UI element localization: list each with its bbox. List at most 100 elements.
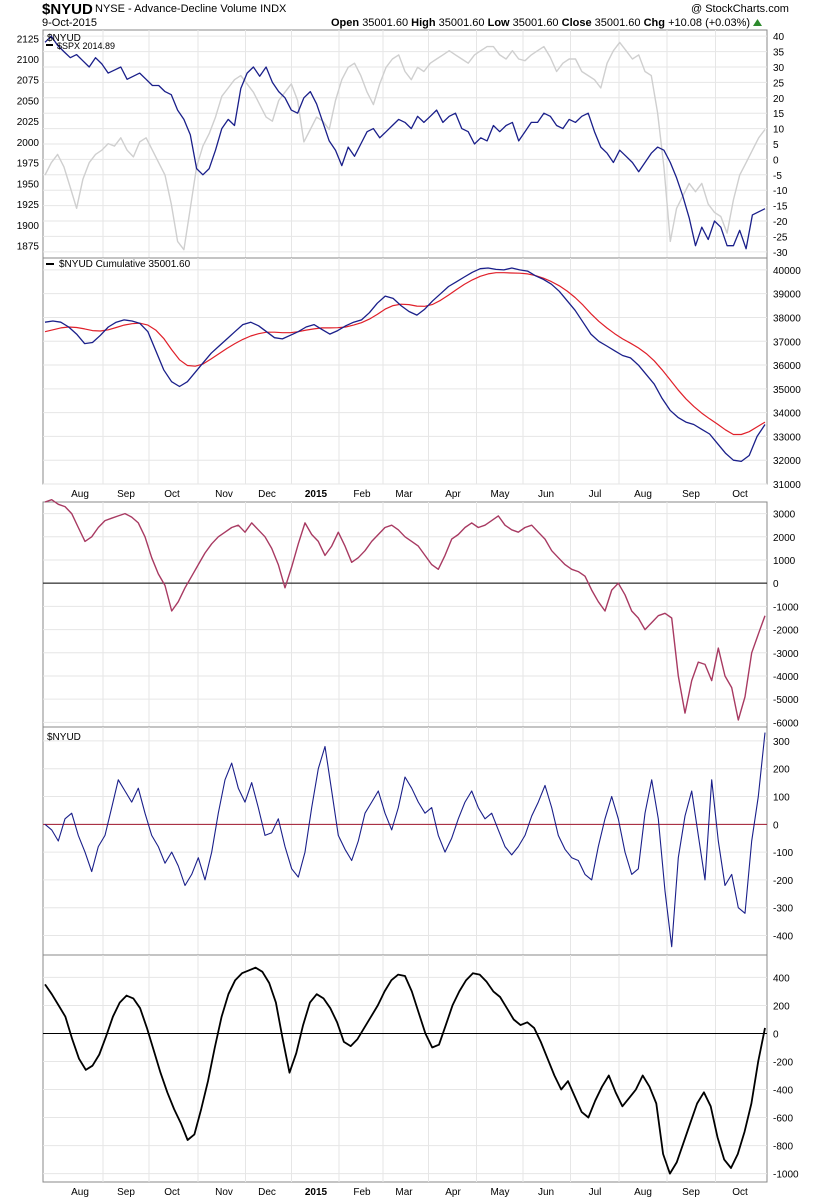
y-tick-label: 300: [773, 737, 790, 748]
panel-frame: [42, 726, 768, 956]
y-tick-label: 40000: [773, 266, 801, 277]
x-tick-label: Oct: [732, 1187, 748, 1198]
open-value: 35001.60: [362, 17, 409, 29]
y-tick-label: -1000: [773, 1170, 799, 1181]
quote-summary: Open 35001.60 High 35001.60 Low 35001.60…: [331, 17, 763, 29]
moving-average-line: [44, 272, 766, 436]
nyud-line: [44, 35, 766, 250]
y-left-tick-label: 2100: [17, 55, 40, 66]
y-tick-label: 25: [773, 78, 785, 89]
x-tick-label: Nov: [215, 1187, 233, 1198]
y-left-tick-label: 1950: [17, 179, 40, 190]
y-tick-label: 100: [773, 793, 790, 804]
x-tick-label: May: [491, 489, 510, 500]
y-tick-label: 34000: [773, 409, 801, 420]
y-tick-label: -2000: [773, 626, 799, 637]
y-tick-label: -1000: [773, 602, 799, 613]
x-tick-label: Dec: [258, 1187, 276, 1198]
x-tick-label: Sep: [682, 1187, 700, 1198]
x-tick-label: Oct: [732, 489, 748, 500]
y-tick-label: -200: [773, 1057, 793, 1068]
symbol-title: $NYUD: [42, 1, 93, 18]
y-tick-label: 32000: [773, 456, 801, 467]
y-tick-label: 1000: [773, 556, 796, 567]
x-tick-label: Jun: [538, 489, 554, 500]
close-value: 35001.60: [594, 17, 641, 29]
low-label: Low: [487, 17, 510, 29]
legend-cumulative-swatch: [46, 263, 54, 265]
y-tick-label: 200: [773, 1001, 790, 1012]
y-tick-label: 0: [773, 579, 779, 590]
y-tick-label: 36000: [773, 361, 801, 372]
y-tick-label: 37000: [773, 337, 801, 348]
y-tick-label: 10: [773, 125, 785, 136]
x-tick-label: Aug: [71, 489, 89, 500]
y-left-tick-label: 1875: [17, 242, 40, 253]
legend-spx-swatch: [46, 44, 53, 46]
y-left-tick-label: 2050: [17, 96, 40, 107]
smoothed-line: [44, 966, 766, 1175]
y-tick-label: 0: [773, 820, 779, 831]
y-left-tick-label: 1925: [17, 200, 40, 211]
x-tick-label: May: [491, 1187, 510, 1198]
spx-line: [44, 41, 766, 251]
y-left-tick-label: 2075: [17, 76, 40, 87]
index-description: NYSE - Advance-Decline Volume INDX: [95, 3, 287, 15]
x-tick-label: Oct: [164, 1187, 180, 1198]
y-tick-label: 15: [773, 109, 785, 120]
y-left-tick-label: 2025: [17, 117, 40, 128]
x-tick-label: Jun: [538, 1187, 554, 1198]
y-tick-label: -600: [773, 1114, 793, 1125]
x-tick-label: Jul: [589, 489, 602, 500]
y-tick-label: 40: [773, 32, 785, 43]
y-tick-label: 0: [773, 1029, 779, 1040]
y-left-tick-label: 1900: [17, 221, 40, 232]
x-tick-label: Mar: [395, 1187, 413, 1198]
y-tick-label: 35000: [773, 385, 801, 396]
x-tick-label: Jul: [589, 1187, 602, 1198]
y-tick-label: -5: [773, 171, 782, 182]
close-label: Close: [561, 17, 592, 29]
y-tick-label: 31000: [773, 480, 801, 491]
triangle-up-icon: [753, 19, 763, 26]
x-tick-label: Dec: [258, 489, 276, 500]
y-tick-label: -400: [773, 932, 793, 943]
x-tick-label: Feb: [353, 489, 371, 500]
stockcharts-credit[interactable]: @ StockCharts.com: [691, 3, 789, 15]
y-tick-label: -20: [773, 217, 788, 228]
panel-frame: [42, 954, 768, 1183]
y-left-tick-label: 1975: [17, 159, 40, 170]
y-tick-label: 35: [773, 48, 785, 59]
y-tick-label: -4000: [773, 672, 799, 683]
x-tick-label: Apr: [445, 489, 461, 500]
y-left-tick-label: 2125: [17, 34, 40, 45]
open-label: Open: [331, 17, 360, 29]
legend-spx: $SPX 2014.89: [57, 41, 115, 51]
y-tick-label: -25: [773, 232, 788, 243]
momentum-line: [44, 499, 766, 721]
x-tick-label: 2015: [305, 1187, 328, 1198]
y-tick-label: -400: [773, 1086, 793, 1097]
y-tick-label: -30: [773, 248, 788, 259]
chart-header: $NYUD NYSE - Advance-Decline Volume INDX…: [0, 0, 820, 32]
x-tick-label: Aug: [634, 1187, 652, 1198]
y-tick-label: -300: [773, 904, 793, 915]
x-tick-label: Aug: [634, 489, 652, 500]
x-tick-label: Mar: [395, 489, 413, 500]
y-tick-label: 30: [773, 63, 785, 74]
chart-date: 9-Oct-2015: [42, 17, 98, 29]
high-label: High: [411, 17, 436, 29]
x-tick-label: Apr: [445, 1187, 461, 1198]
x-tick-label: Nov: [215, 489, 233, 500]
x-tick-label: Sep: [117, 1187, 135, 1198]
y-tick-label: 200: [773, 765, 790, 776]
high-value: 35001.60: [438, 17, 485, 29]
y-left-tick-label: 2000: [17, 138, 40, 149]
x-tick-label: Aug: [71, 1187, 89, 1198]
y-tick-label: -800: [773, 1142, 793, 1153]
legend-nyud: $NYUD: [47, 33, 81, 44]
y-tick-label: 5: [773, 140, 779, 151]
x-tick-label: Sep: [117, 489, 135, 500]
panel-frame: [42, 501, 768, 728]
legend-oscillator: $NYUD: [47, 732, 81, 743]
